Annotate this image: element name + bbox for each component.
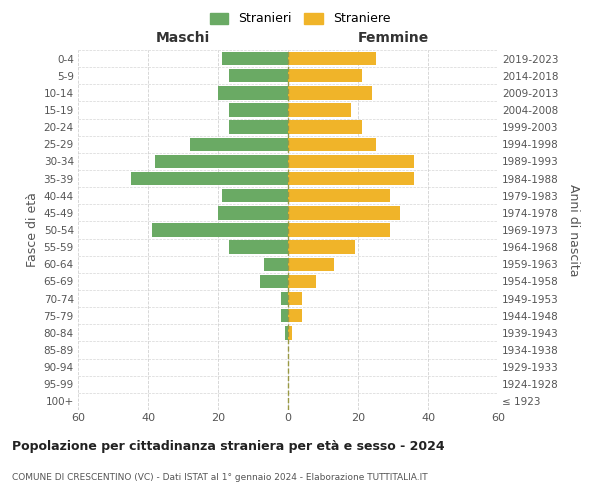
Bar	[288, 224, 389, 236]
Bar	[288, 120, 361, 134]
Text: Maschi: Maschi	[156, 31, 210, 45]
Text: COMUNE DI CRESCENTINO (VC) - Dati ISTAT al 1° gennaio 2024 - Elaborazione TUTTIT: COMUNE DI CRESCENTINO (VC) - Dati ISTAT …	[12, 473, 428, 482]
Y-axis label: Fasce di età: Fasce di età	[26, 192, 40, 268]
Bar	[151, 224, 288, 236]
Bar	[221, 189, 288, 202]
Bar	[229, 240, 288, 254]
Bar	[288, 206, 400, 220]
Bar	[260, 274, 288, 288]
Bar	[263, 258, 288, 271]
Bar	[288, 258, 334, 271]
Bar	[288, 326, 292, 340]
Bar	[229, 69, 288, 82]
Bar	[288, 69, 361, 82]
Bar	[221, 52, 288, 66]
Y-axis label: Anni di nascita: Anni di nascita	[567, 184, 580, 276]
Bar	[284, 326, 288, 340]
Bar	[190, 138, 288, 151]
Bar	[155, 154, 288, 168]
Bar	[130, 172, 288, 186]
Bar	[288, 138, 376, 151]
Bar	[288, 274, 316, 288]
Bar	[288, 52, 376, 66]
Bar	[281, 309, 288, 322]
Legend: Stranieri, Straniere: Stranieri, Straniere	[206, 8, 394, 29]
Bar	[288, 189, 389, 202]
Bar	[288, 172, 414, 186]
Text: Popolazione per cittadinanza straniera per età e sesso - 2024: Popolazione per cittadinanza straniera p…	[12, 440, 445, 453]
Bar	[288, 240, 355, 254]
Bar	[281, 292, 288, 306]
Bar	[288, 154, 414, 168]
Bar	[218, 86, 288, 100]
Bar	[229, 104, 288, 117]
Bar	[229, 120, 288, 134]
Bar	[288, 104, 351, 117]
Bar	[288, 292, 302, 306]
Bar	[288, 309, 302, 322]
Bar	[288, 86, 372, 100]
Bar	[218, 206, 288, 220]
Text: Femmine: Femmine	[358, 31, 428, 45]
